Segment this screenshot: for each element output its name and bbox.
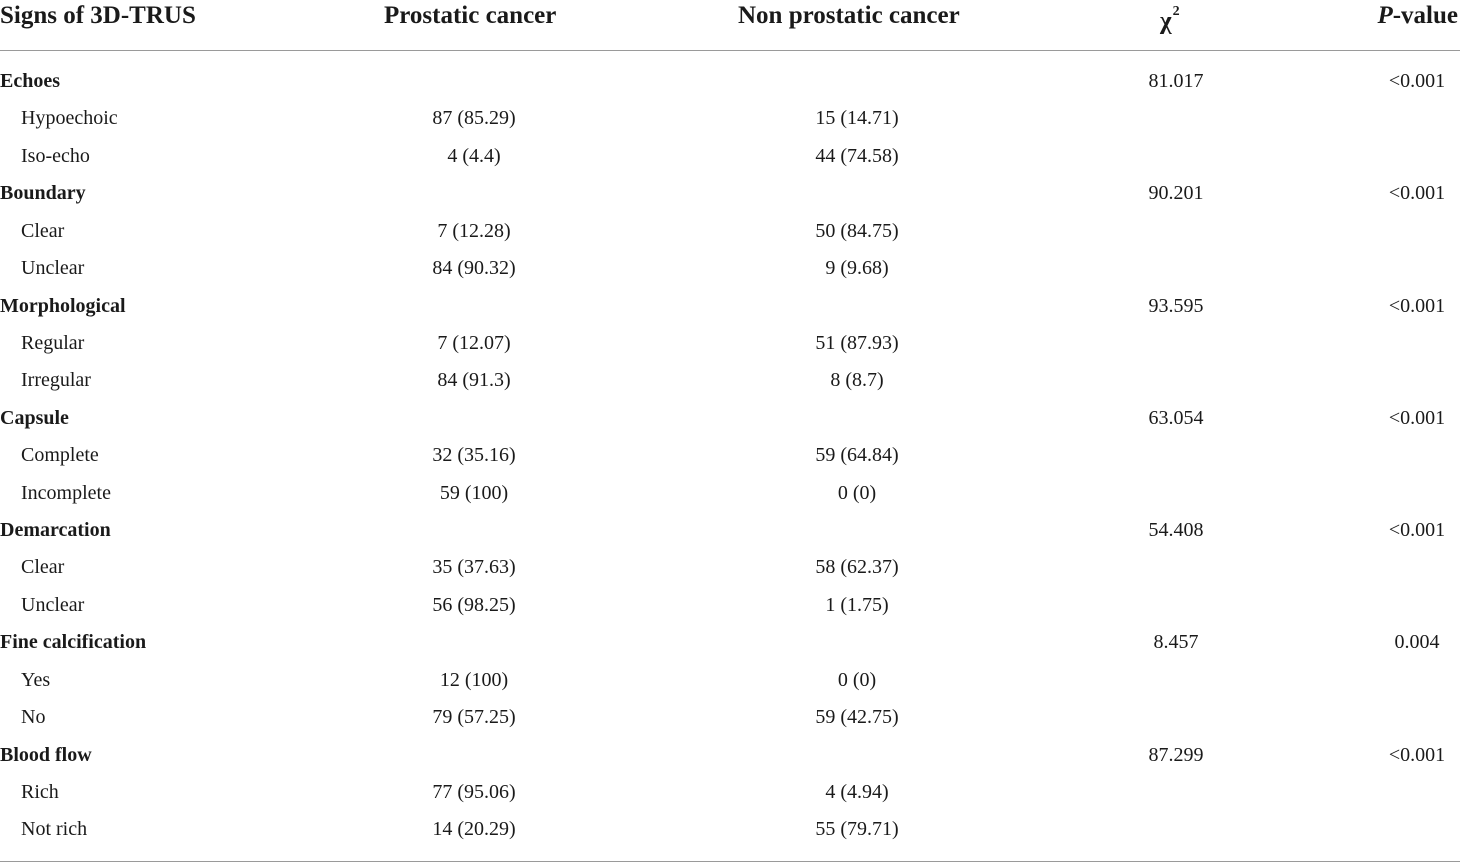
sub-label: Not rich <box>21 818 88 841</box>
prostatic-value: 59 (100) <box>439 481 509 504</box>
bottom-rule <box>0 861 1460 862</box>
chi-value: 54.408 <box>1148 519 1204 542</box>
sub-label: Rich <box>21 780 59 803</box>
p-value: <0.001 <box>1388 743 1446 766</box>
non-prostatic-value: 0 (0) <box>837 481 877 504</box>
table-row: Complete 32 (35.16) 59 (64.84) <box>0 437 1460 474</box>
group-label: Blood flow <box>0 743 92 766</box>
chi-value: 8.457 <box>1153 631 1199 654</box>
results-table: Signs of 3D-TRUS Prostatic cancer Non pr… <box>0 0 1460 840</box>
prostatic-value: 56 (98.25) <box>432 593 516 616</box>
sub-label: Clear <box>21 219 65 242</box>
group-label: Echoes <box>0 70 60 92</box>
prostatic-value: 35 (37.63) <box>432 556 516 579</box>
chi-value: 63.054 <box>1148 406 1204 429</box>
table-row: Rich 77 (95.06) 4 (4.94) <box>0 774 1460 811</box>
prostatic-value: 7 (12.28) <box>437 219 511 242</box>
table-row: Incomplete 59 (100) 0 (0) <box>0 475 1460 512</box>
group-row: Boundary 90.201 <0.001 <box>0 175 1460 212</box>
p-value: <0.001 <box>1388 519 1446 542</box>
prostatic-value: 4 (4.4) <box>447 144 501 167</box>
header-chi-square: χ2 <box>1160 0 1180 37</box>
p-suffix: -value <box>1392 2 1458 29</box>
p-value: <0.001 <box>1388 70 1446 92</box>
group-label: Fine calcification <box>0 631 147 654</box>
group-row: Echoes 81.017 <0.001 <box>0 63 1460 100</box>
header-prostatic-cancer: Prostatic cancer <box>384 2 557 29</box>
prostatic-value: 12 (100) <box>439 668 509 691</box>
prostatic-value: 77 (95.06) <box>432 780 516 803</box>
table-row: Unclear 84 (90.32) 9 (9.68) <box>0 250 1460 287</box>
prostatic-value: 32 (35.16) <box>432 444 516 467</box>
group-label: Capsule <box>0 406 69 429</box>
group-label: Demarcation <box>0 519 111 542</box>
non-prostatic-value: 55 (79.71) <box>815 818 899 841</box>
table-row: Regular 7 (12.07) 51 (87.93) <box>0 325 1460 362</box>
sub-label: Irregular <box>21 369 91 392</box>
non-prostatic-value: 51 (87.93) <box>815 331 899 354</box>
chi-value: 93.595 <box>1148 294 1204 317</box>
sub-label: Yes <box>21 668 51 691</box>
chi-symbol: χ <box>1160 7 1172 35</box>
sub-label: Complete <box>21 444 99 467</box>
non-prostatic-value: 0 (0) <box>837 668 877 691</box>
table-row: Clear 35 (37.63) 58 (62.37) <box>0 549 1460 586</box>
header-signs: Signs of 3D-TRUS <box>0 2 196 29</box>
chi-value: 87.299 <box>1148 743 1204 766</box>
prostatic-value: 87 (85.29) <box>432 107 516 130</box>
p-value: <0.001 <box>1388 406 1446 429</box>
sub-label: Unclear <box>21 593 85 616</box>
group-row: Blood flow 87.299 <0.001 <box>0 737 1460 774</box>
p-value: <0.001 <box>1388 182 1446 205</box>
prostatic-value: 14 (20.29) <box>432 818 516 841</box>
chi-value: 90.201 <box>1148 182 1204 205</box>
non-prostatic-value: 8 (8.7) <box>830 369 884 392</box>
group-row: Demarcation 54.408 <0.001 <box>0 512 1460 549</box>
non-prostatic-value: 1 (1.75) <box>825 593 889 616</box>
table-row: Iso-echo 4 (4.4) 44 (74.58) <box>0 138 1460 175</box>
header-p-value: P-value <box>1377 0 1458 32</box>
sub-label: Unclear <box>21 257 85 280</box>
non-prostatic-value: 59 (42.75) <box>815 706 899 729</box>
non-prostatic-value: 59 (64.84) <box>815 444 899 467</box>
non-prostatic-value: 4 (4.94) <box>825 780 889 803</box>
table-row: Clear 7 (12.28) 50 (84.75) <box>0 213 1460 250</box>
group-row: Fine calcification 8.457 0.004 <box>0 624 1460 661</box>
sub-label: Iso-echo <box>21 144 90 167</box>
header-non-prostatic-cancer: Non prostatic cancer <box>738 2 960 29</box>
chi-value: 81.017 <box>1148 70 1204 92</box>
group-row: Morphological 93.595 <0.001 <box>0 288 1460 325</box>
p-italic: P <box>1377 2 1393 29</box>
non-prostatic-value: 58 (62.37) <box>815 556 899 579</box>
table-row: Hypoechoic 87 (85.29) 15 (14.71) <box>0 100 1460 137</box>
table-row: Not rich 14 (20.29) 55 (79.71) <box>0 811 1460 848</box>
prostatic-value: 84 (91.3) <box>437 369 511 392</box>
table-header: Signs of 3D-TRUS Prostatic cancer Non pr… <box>0 0 1460 51</box>
group-label: Boundary <box>0 182 86 205</box>
sub-label: Incomplete <box>21 481 111 504</box>
sub-label: Regular <box>21 331 85 354</box>
table-row: Yes 12 (100) 0 (0) <box>0 662 1460 699</box>
sub-label: Clear <box>21 556 65 579</box>
prostatic-value: 84 (90.32) <box>432 257 516 280</box>
group-label: Morphological <box>0 294 126 317</box>
prostatic-value: 7 (12.07) <box>437 331 511 354</box>
non-prostatic-value: 50 (84.75) <box>815 219 899 242</box>
chi-superscript: 2 <box>1172 4 1180 19</box>
sub-label: Hypoechoic <box>21 107 118 130</box>
p-value: 0.004 <box>1394 631 1440 654</box>
group-row: Capsule 63.054 <0.001 <box>0 400 1460 437</box>
table-row: Irregular 84 (91.3) 8 (8.7) <box>0 362 1460 399</box>
non-prostatic-value: 15 (14.71) <box>815 107 899 130</box>
p-value: <0.001 <box>1388 294 1446 317</box>
non-prostatic-value: 9 (9.68) <box>825 257 889 280</box>
table-row: No 79 (57.25) 59 (42.75) <box>0 699 1460 736</box>
table-row: Unclear 56 (98.25) 1 (1.75) <box>0 587 1460 624</box>
sub-label: No <box>21 706 46 729</box>
non-prostatic-value: 44 (74.58) <box>815 144 899 167</box>
prostatic-value: 79 (57.25) <box>432 706 516 729</box>
